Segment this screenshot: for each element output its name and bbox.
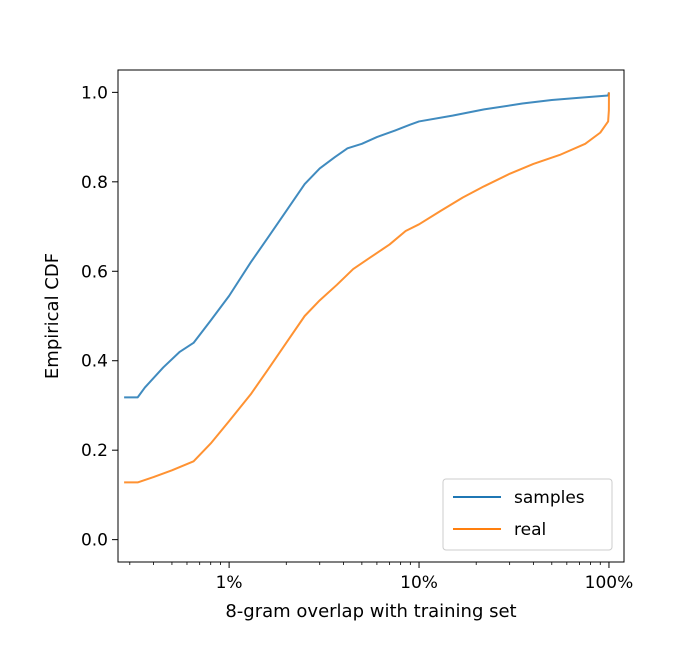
series-layer <box>124 92 610 484</box>
y-tick-label: 0.2 <box>81 441 108 461</box>
y-axis-ticks: 0.0 0.2 0.4 0.6 0.8 1.0 <box>81 83 118 551</box>
x-tick-label: 10% <box>400 573 438 593</box>
y-tick-label: 0.8 <box>81 173 108 193</box>
x-axis-label: 8-gram overlap with training set <box>225 601 516 622</box>
y-axis-label: Empirical CDF <box>42 253 63 379</box>
plot-frame <box>117 69 625 563</box>
series-line-real <box>124 92 610 484</box>
x-tick-label: 1% <box>216 573 243 593</box>
y-tick-label: 0.6 <box>81 262 108 282</box>
x-tick-label: 100% <box>585 573 634 593</box>
y-tick-label: 0.0 <box>81 531 108 551</box>
x-axis-ticks: 1% 10% 100% <box>129 562 634 593</box>
y-tick-label: 0.4 <box>81 352 108 372</box>
series-line-samples <box>124 92 610 399</box>
legend: samples real <box>442 478 613 551</box>
legend-label-samples: samples <box>514 488 585 508</box>
y-tick-label: 1.0 <box>81 83 108 103</box>
legend-label-real: real <box>514 520 546 540</box>
